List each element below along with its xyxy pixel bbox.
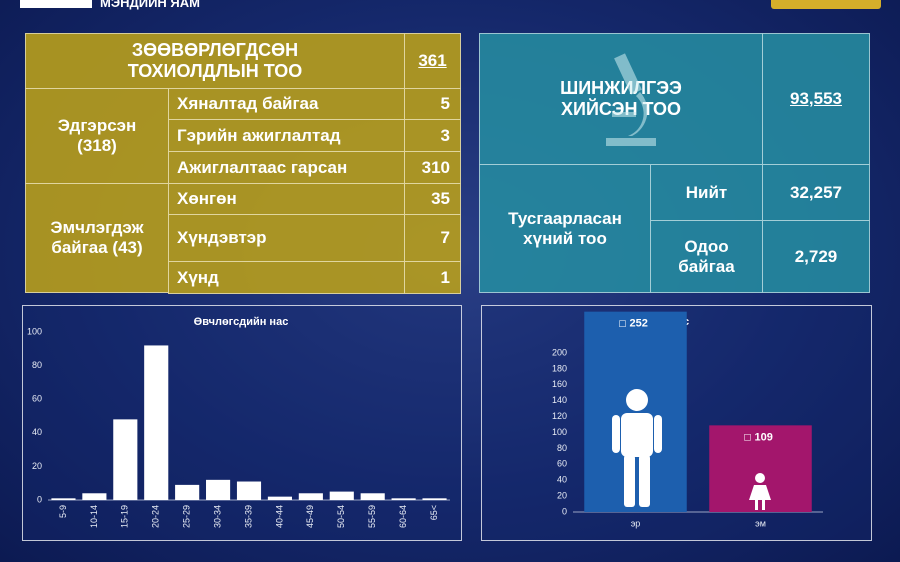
x-tick-label: 65< (429, 505, 439, 520)
label-swatch (619, 320, 626, 327)
y-tick-label: 180 (552, 363, 567, 373)
y-tick-label: 0 (37, 494, 42, 504)
y-tick-label: 120 (552, 411, 567, 421)
cases-title-cell: ЗӨӨВӨРЛӨГДСӨН ТОХИОЛДЛЫН ТОО (25, 33, 405, 89)
y-tick-label: 100 (27, 326, 42, 336)
row-value: 5 (404, 88, 461, 120)
y-tick-label: 0 (562, 506, 567, 516)
bar (82, 493, 107, 500)
row-label: Хүндэвтэр (168, 214, 405, 262)
x-tick-label: 15-19 (120, 505, 130, 528)
x-tick-label: 60-64 (398, 505, 408, 528)
logo (20, 0, 92, 8)
menu-button[interactable] (771, 0, 881, 9)
y-tick-label: 60 (32, 394, 42, 404)
bar (584, 311, 687, 512)
row-value: 3 (404, 119, 461, 152)
ministry-name: МЭНДИЙН ЯАМ (100, 0, 200, 10)
bar (360, 493, 385, 500)
tests-total: 93,553 (762, 33, 870, 165)
row-value: 35 (404, 183, 461, 215)
row-label: Нийт (650, 164, 763, 221)
bar (206, 479, 231, 500)
row-value: 7 (404, 214, 461, 262)
y-tick-label: 80 (32, 360, 42, 370)
y-tick-label: 100 (552, 427, 567, 437)
row-label: Хүнд (168, 261, 405, 294)
row-label: Хөнгөн (168, 183, 405, 215)
row-label: Гэрийн ажиглалтад (168, 119, 405, 152)
bar (144, 345, 169, 500)
x-tick-label: эр (631, 518, 641, 528)
x-tick-label: 35-39 (243, 505, 253, 528)
row-value: 1 (404, 261, 461, 294)
x-tick-label: 50-54 (336, 505, 346, 528)
man-icon (612, 389, 662, 507)
row-value: 310 (404, 151, 461, 184)
x-tick-label: 40-44 (274, 505, 284, 528)
x-tick-label: 10-14 (89, 505, 99, 528)
data-label: 109 (755, 431, 773, 443)
y-tick-label: 60 (557, 459, 567, 469)
group-label: Эдгэрсэн (318) (57, 116, 137, 155)
bar (329, 491, 354, 500)
row-label: Ажиглалтаас гарсан (168, 151, 405, 184)
x-tick-label: 55-59 (367, 505, 377, 528)
y-tick-label: 20 (557, 490, 567, 500)
y-tick-label: 140 (552, 395, 567, 405)
label-swatch (744, 434, 751, 441)
isolated-cell: Тусгаарласан хүний тоо (479, 164, 651, 293)
woman-icon (749, 473, 771, 510)
bar (422, 498, 447, 500)
row-label: Одоо байгаа (678, 236, 735, 276)
x-tick-label: эм (755, 518, 766, 528)
x-tick-label: 30-34 (212, 505, 222, 528)
y-tick-label: 40 (32, 427, 42, 437)
bar (391, 498, 416, 500)
group-label: Эмчлэгдэж байгаа (43) (50, 218, 144, 257)
bar (298, 493, 323, 500)
bar (51, 498, 76, 500)
y-tick-label: 20 (32, 461, 42, 471)
row-value: 32,257 (762, 164, 870, 221)
x-tick-label: 5-9 (58, 505, 68, 518)
tests-title-cell: ШИНЖИЛГЭЭ ХИЙСЭН ТОО (479, 33, 763, 165)
row-value: 2,729 (762, 220, 870, 293)
x-tick-label: 20-24 (151, 505, 161, 528)
bar (267, 496, 292, 500)
row-label: Хяналтад байгаа (168, 88, 405, 120)
y-tick-label: 200 (552, 347, 567, 357)
bar (113, 419, 138, 500)
group-cell: Эдгэрсэн (318) (25, 88, 169, 184)
y-tick-label: 80 (557, 443, 567, 453)
data-label: 252 (630, 318, 648, 330)
isolated-label: Тусгаарласан хүний тоо (508, 208, 622, 248)
microscope-icon (606, 53, 656, 146)
x-tick-label: 45-49 (305, 505, 315, 528)
bar (175, 484, 200, 500)
y-tick-label: 160 (552, 379, 567, 389)
tests-title: ШИНЖИЛГЭЭ ХИЙСЭН ТОО (560, 78, 682, 119)
row-label-cell: Одоо байгаа (650, 220, 763, 293)
chart-title: Өвчлөгсдийн нас (194, 316, 289, 328)
age-panel (22, 305, 462, 541)
x-tick-label: 25-29 (182, 505, 192, 528)
bar (236, 481, 262, 500)
group-cell: Эмчлэгдэж байгаа (43) (25, 183, 169, 293)
cases-title: ЗӨӨВӨРЛӨГДСӨН ТОХИОЛДЛЫН ТОО (127, 40, 303, 81)
y-tick-label: 40 (557, 475, 567, 485)
